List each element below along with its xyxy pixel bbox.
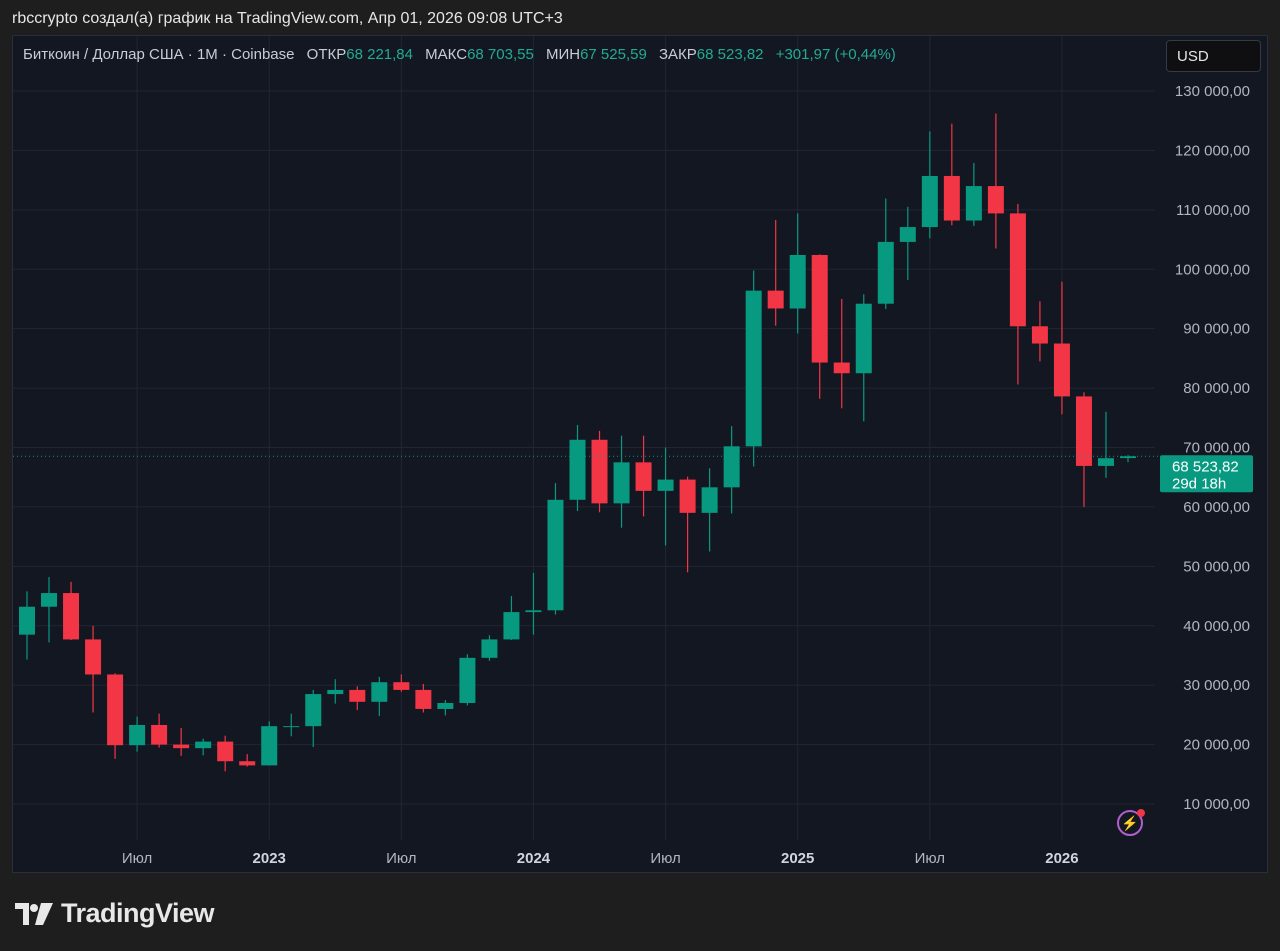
tradingview-logo[interactable]: TradingView [15,898,215,929]
low-value: 67 525,59 [580,46,647,63]
candle-body [481,639,498,658]
x-tick-label: 2023 [253,850,286,867]
x-tick-label: Июл [650,850,680,867]
y-tick-label: 20 000,00 [1183,737,1250,754]
candle-body [283,726,300,728]
candle-body [569,439,586,500]
candle-body [151,724,168,745]
y-tick-label: 40 000,00 [1183,618,1250,635]
candle-body [965,186,982,221]
y-tick-label: 80 000,00 [1183,380,1250,397]
candle-body [701,487,718,513]
x-tick-label: 2025 [781,850,814,867]
candle-body [899,227,916,242]
candle-body [129,724,146,746]
last-price-label [1160,455,1253,493]
open-label: ОТКР [306,46,347,63]
last-price-value: 68 523,82 [1172,458,1239,475]
candle-body [195,741,212,749]
candle-body [41,593,58,607]
high-label: МАКС [425,46,468,63]
candle-body [327,689,344,695]
candle-body [107,674,124,746]
candle-body [745,290,762,447]
y-tick-label: 100 000,00 [1175,261,1250,278]
candle-body [1120,456,1136,459]
close-value: 68 523,82 [696,46,764,63]
candle-body [19,606,35,635]
x-tick-label: 2026 [1045,850,1078,867]
candle-body [1031,326,1048,344]
candle-body [503,612,520,640]
candle-body [393,682,410,690]
candle-body [217,741,234,762]
x-tick-label: Июл [122,850,152,867]
candle-body [635,462,652,491]
candle-body [1075,396,1092,466]
candle-body [767,290,784,309]
y-tick-label: 30 000,00 [1183,677,1250,694]
close-label: ЗАКР [658,46,697,63]
candle-body [239,761,256,766]
change-value: +301,97 (+0,44%) [775,46,896,63]
candle-body [987,186,1004,214]
x-tick-label: Июл [915,850,945,867]
open-value: 68 221,84 [346,46,413,63]
y-tick-label: 70 000,00 [1183,440,1250,457]
candle-body [63,593,80,640]
y-tick-label: 10 000,00 [1183,796,1250,813]
candle-body [1053,343,1070,397]
candle-body [305,694,322,727]
candle-body [173,744,190,749]
bar-countdown: 29d 18h [1172,475,1226,492]
chart-panel[interactable] [12,35,1268,873]
lightning-icon[interactable]: ⚡ [1117,809,1145,836]
candle-body [679,479,696,513]
candle-body [811,254,828,363]
y-tick-label: 50 000,00 [1183,558,1250,575]
notification-dot [1137,809,1145,817]
candle-body [789,254,806,309]
currency-button[interactable]: USD [1166,40,1261,72]
symbol-title[interactable]: Биткоин / Доллар США · 1M · Coinbase [23,46,295,63]
candle-body [349,689,366,702]
candle-body [437,702,454,709]
candle-body [371,682,388,702]
candle-body [1009,213,1026,327]
y-tick-label: 130 000,00 [1175,83,1250,100]
chart-credit: rbccrypto создал(а) график на TradingVie… [12,10,563,27]
low-label: МИН [545,46,581,63]
candle-body [855,303,872,374]
y-tick-label: 60 000,00 [1183,499,1250,516]
high-value: 68 703,55 [467,46,534,63]
candle-body [613,462,630,504]
candle-body [261,726,278,766]
candle-body [657,479,674,491]
logo-text: TradingView [61,898,215,928]
candle-body [459,657,476,703]
candle-body [85,639,102,675]
candle-body [877,241,894,304]
y-tick-label: 90 000,00 [1183,321,1250,338]
ohlc-legend: Биткоин / Доллар США · 1M · Coinbase ОТК… [23,46,896,63]
y-tick-label: 120 000,00 [1175,142,1250,159]
candle-body [591,439,608,504]
candle-body [547,499,564,611]
candle-body [1097,458,1114,466]
y-tick-label: 110 000,00 [1176,202,1250,219]
x-tick-label: Июл [386,850,416,867]
candle-body [415,689,432,709]
candle-body [921,175,938,228]
candle-body [525,610,542,613]
candle-body [943,175,960,221]
x-tick-label: 2024 [517,850,551,867]
tv-logo-icon [15,902,53,925]
candle-body [723,446,740,488]
candle-body [833,362,850,374]
